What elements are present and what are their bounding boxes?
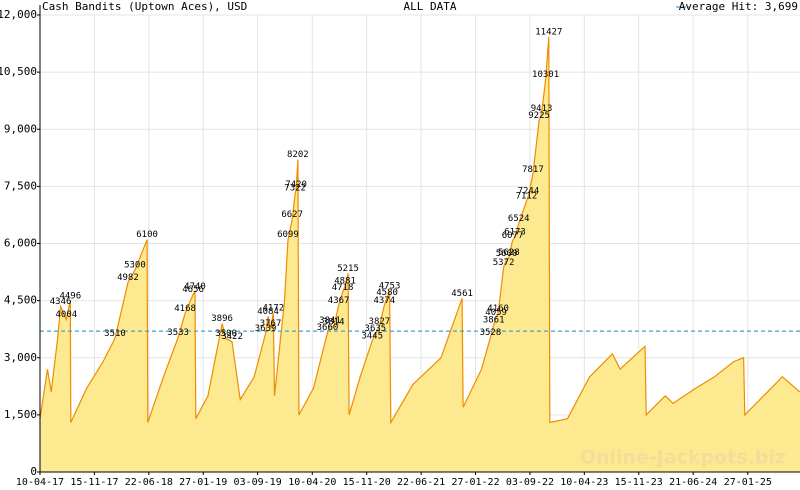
x-tick-label: 03-09-19 [234,477,282,488]
hit-label: 5628 [498,248,520,258]
x-tick-label: 15-11-23 [615,477,663,488]
hit-label: 3528 [480,328,502,338]
hit-label: 4160 [487,304,509,314]
hit-label: 3827 [369,317,391,327]
hit-label: 4718 [332,283,354,293]
x-tick-label: 27-01-25 [724,477,772,488]
legend-label: Average Hit: 3,699 [679,0,798,13]
y-tick-label: 4,500 [4,294,37,307]
hit-label: 5372 [493,258,515,268]
x-tick-label: 10-04-23 [560,477,608,488]
hit-label: 4656 [182,285,204,295]
y-tick-label: 12,000 [0,8,37,21]
hit-label: 6077 [502,231,524,241]
hit-label: 4084 [257,307,279,317]
hit-label: 3533 [167,328,189,338]
hit-label: 3841 [319,316,341,326]
y-tick-label: 9,000 [4,122,37,135]
hit-label: 4059 [485,308,507,318]
hit-label: 4168 [174,304,196,314]
hit-label: 6099 [277,230,299,240]
x-tick-label: 10-04-17 [16,477,64,488]
x-tick-label: 22-06-21 [397,477,445,488]
hit-label: 4004 [55,310,77,320]
x-tick-label: 15-11-20 [343,477,391,488]
hit-label: 6627 [281,210,303,220]
hit-label: 3814 [323,317,345,327]
y-tick-label: 6,000 [4,237,37,250]
hit-label: 3422 [221,332,243,342]
hit-label: 10301 [532,70,559,80]
x-tick-label: 15-11-17 [70,477,118,488]
y-tick-label: 10,500 [0,65,37,78]
hit-label: 7420 [285,180,307,190]
hit-label: 3767 [260,319,282,329]
hit-label: 4367 [328,296,350,306]
hit-label: 5300 [124,261,146,271]
hit-label: 7244 [518,187,540,197]
area [40,36,800,473]
chart-title: Cash Bandits (Uptown Aces), USD [42,0,247,13]
hit-label: 4881 [334,277,356,287]
x-tick-label: 27-01-22 [451,477,499,488]
hit-label: 7322 [284,184,306,194]
hit-label: 5600 [496,249,518,259]
x-tick-label: 22-06-18 [125,477,173,488]
hit-label: 6524 [508,214,530,224]
hit-label: 3635 [365,324,387,334]
hit-label: 4561 [451,289,473,299]
hit-label: 4172 [262,304,284,314]
hit-label: 6173 [504,227,526,237]
hit-label: 3510 [104,329,126,339]
hit-label: 11427 [535,27,562,37]
hit-label: 4982 [117,273,139,283]
chart-subtitle: ALL DATA [404,0,457,13]
y-tick-label: 1,500 [4,408,37,421]
hit-label: 4346 [50,297,72,307]
hit-label: 9413 [531,104,553,114]
hit-label: 4496 [59,291,81,301]
line [39,36,800,425]
hit-label: 3896 [211,314,233,324]
hit-label: 8202 [287,150,309,160]
y-tick-label: 7,500 [4,179,37,192]
x-tick-label: 21-06-24 [669,477,717,488]
hit-label: 3639 [255,324,277,334]
x-tick-label: 03-09-22 [506,477,554,488]
hit-label: 4740 [184,282,206,292]
hit-label: 3500 [215,329,237,339]
hit-label: 7112 [516,192,538,202]
hit-label: 4580 [376,288,398,298]
x-tick-label: 10-04-20 [288,477,336,488]
y-tick-label: 0 [30,465,37,478]
y-tick-label: 3,000 [4,351,37,364]
hit-label: 6100 [136,230,158,240]
x-tick-label: 27-01-19 [179,477,227,488]
hit-label: 5215 [337,264,359,274]
hit-label: 3660 [317,323,339,333]
watermark: Online-Jackpots.biz [580,447,786,469]
hit-label: 3445 [361,331,383,341]
hit-label: 3861 [483,315,505,325]
hit-label: 7817 [522,165,544,175]
hit-label: 4374 [374,296,396,306]
hit-label: 9225 [528,111,550,121]
hit-label: 4753 [379,281,401,291]
